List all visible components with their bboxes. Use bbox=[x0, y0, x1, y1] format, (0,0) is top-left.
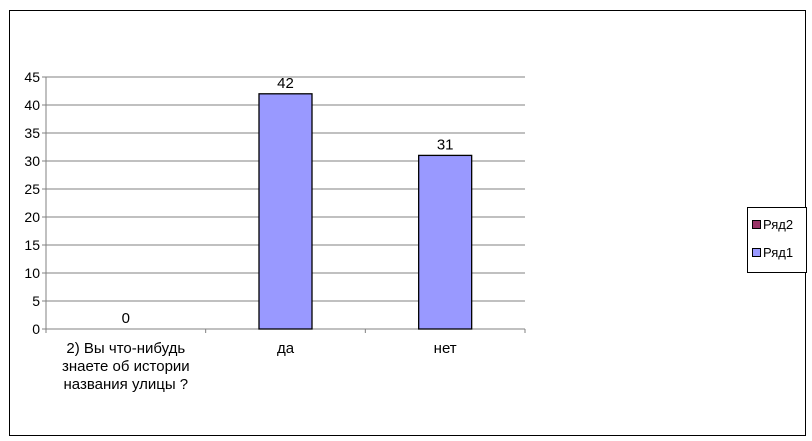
y-tick-label-20: 20 bbox=[24, 209, 40, 225]
data-label-2: 31 bbox=[437, 136, 454, 153]
x-tick-label-1: да bbox=[277, 340, 295, 357]
y-tick-label-45: 45 bbox=[24, 69, 40, 85]
chart-legend: Ряд2 Ряд1 bbox=[747, 207, 807, 273]
data-label-1: 42 bbox=[277, 75, 294, 92]
y-tick-label-0: 0 bbox=[32, 321, 40, 337]
x-tick-label-0-line-0: 2) Вы что-нибудь bbox=[66, 340, 185, 357]
chart-plot: 0 5 10 15 20 25 30 35 40 45 0 2) Вы что-нибудьзнает… bbox=[24, 69, 526, 393]
y-tick-label-40: 40 bbox=[24, 97, 40, 113]
legend-item-ryad1: Ряд1 bbox=[752, 244, 793, 260]
legend-label-ryad2: Ряд2 bbox=[763, 216, 794, 232]
y-tick-label-15: 15 bbox=[24, 237, 40, 253]
data-label-0: 0 bbox=[122, 310, 130, 327]
x-tick-label-0-line-1: знаете об истории bbox=[62, 358, 190, 375]
y-tick-label-35: 35 bbox=[24, 125, 40, 141]
x-tick-label-2: нет bbox=[434, 340, 457, 357]
legend-item-ryad2: Ряд2 bbox=[752, 216, 793, 232]
bar-2 bbox=[418, 154, 473, 330]
y-tick-label-5: 5 bbox=[32, 293, 40, 309]
legend-swatch-ryad2 bbox=[752, 219, 761, 229]
y-tick-label-10: 10 bbox=[24, 265, 40, 281]
legend-swatch-ryad1 bbox=[752, 247, 761, 257]
bar-1 bbox=[258, 93, 313, 330]
y-tick-label-30: 30 bbox=[24, 153, 40, 169]
legend-label-ryad1: Ряд1 bbox=[763, 244, 794, 260]
y-tick-label-25: 25 bbox=[24, 181, 40, 197]
x-tick-label-0-line-2: названия улицы ? bbox=[64, 376, 189, 393]
chart-frame: 0 5 10 15 20 25 30 35 40 45 0 2) Вы что-нибудь знает… bbox=[9, 10, 807, 436]
